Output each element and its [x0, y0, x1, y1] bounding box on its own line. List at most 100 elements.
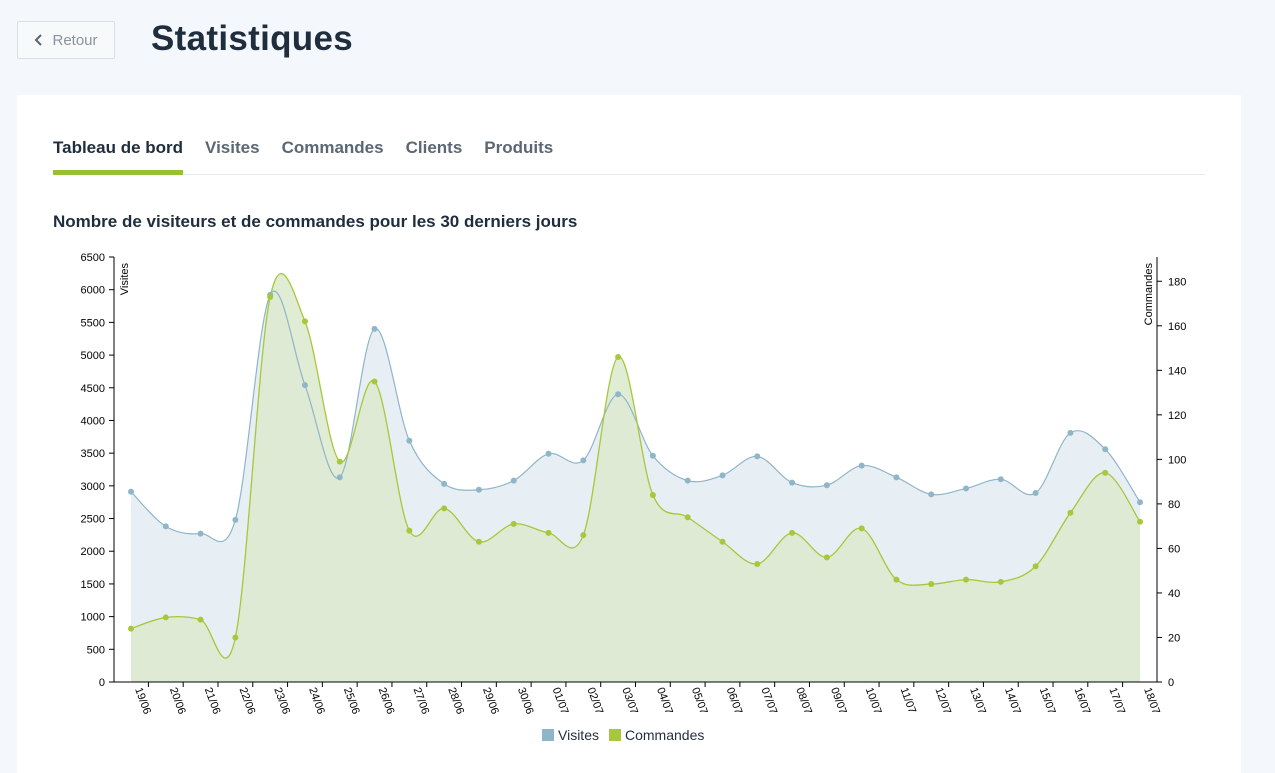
- left-tick-label: 3500: [81, 448, 105, 460]
- visits-point: [615, 391, 622, 398]
- orders-point: [475, 538, 482, 545]
- legend-label-visits: Visites: [558, 727, 599, 743]
- orders-point: [1032, 563, 1039, 570]
- visits-point: [1102, 446, 1109, 453]
- right-tick-label: 120: [1168, 410, 1186, 422]
- right-tick-label: 60: [1168, 543, 1180, 555]
- left-tick-label: 2000: [81, 546, 105, 558]
- orders-line: [130, 273, 1141, 659]
- visits-point: [963, 485, 970, 492]
- orders-point: [128, 625, 134, 632]
- visits-point: [789, 479, 796, 486]
- visits-point: [823, 482, 830, 489]
- right-axis-title: Commandes: [1143, 263, 1155, 326]
- chart-title: Nombre de visiteurs et de commandes pour…: [53, 212, 578, 231]
- visits-point: [510, 477, 517, 484]
- visits-line: [130, 290, 1141, 543]
- right-tick-label: 180: [1168, 276, 1186, 288]
- visits-point: [232, 516, 239, 523]
- legend-label-orders: Commandes: [624, 727, 705, 743]
- tab-customers[interactable]: Clients: [405, 138, 463, 157]
- right-tick-label: 40: [1168, 588, 1180, 600]
- back-button[interactable]: Retour: [17, 21, 115, 59]
- orders-point: [336, 458, 343, 465]
- visits-point: [649, 452, 656, 459]
- x-tick-label: 04/07: [654, 686, 675, 716]
- visits-point: [580, 457, 587, 464]
- orders-point: [893, 576, 900, 583]
- x-tick-label: 17/07: [1106, 686, 1127, 716]
- orders-point: [719, 538, 726, 545]
- visits-point: [928, 491, 935, 498]
- visits-point: [197, 530, 204, 537]
- x-tick-label: 08/07: [793, 686, 814, 716]
- visits-point: [128, 488, 134, 495]
- left-axis-title: Visites: [119, 263, 131, 296]
- orders-point: [406, 527, 413, 534]
- x-tick-label: 14/07: [1002, 686, 1023, 716]
- orders-point: [197, 616, 204, 623]
- orders-point: [858, 525, 865, 532]
- visits-point: [684, 477, 691, 484]
- orders-point: [789, 529, 796, 536]
- chart-legend: Visites Commandes: [542, 727, 704, 743]
- visits-orders-chart: 0500100015002000250030003500400045005000…: [81, 252, 1187, 716]
- left-tick-label: 5000: [81, 350, 105, 362]
- tab-orders[interactable]: Commandes: [281, 138, 384, 157]
- orders-point: [162, 614, 169, 621]
- chevron-left-icon: [35, 34, 43, 46]
- visits-point: [858, 462, 865, 469]
- x-tick-label: 21/06: [202, 686, 223, 716]
- left-tick-label: 6500: [81, 252, 105, 264]
- tab-products[interactable]: Produits: [484, 138, 554, 157]
- x-tick-label: 06/07: [724, 686, 745, 716]
- x-tick-label: 09/07: [828, 686, 849, 716]
- orders-point: [754, 561, 761, 568]
- x-tick-label: 10/07: [863, 686, 884, 716]
- orders-point: [1102, 469, 1109, 476]
- left-tick-label: 1500: [81, 579, 105, 591]
- visits-point: [754, 453, 761, 460]
- orders-point: [580, 532, 587, 539]
- visits-point: [406, 437, 413, 444]
- orders-point: [684, 514, 691, 521]
- right-tick-label: 20: [1168, 632, 1180, 644]
- visits-point: [545, 450, 552, 457]
- x-tick-label: 15/07: [1037, 686, 1058, 716]
- orders-point: [441, 505, 448, 512]
- left-tick-label: 5500: [81, 317, 105, 329]
- legend-item-visits[interactable]: Visites: [542, 727, 599, 743]
- left-tick-label: 4000: [81, 415, 105, 427]
- stats-card: Tableau de bord Visites Commandes Client…: [17, 95, 1241, 773]
- orders-point: [963, 576, 970, 583]
- tab-visits[interactable]: Visites: [205, 138, 260, 157]
- orders-point: [510, 520, 517, 527]
- orders-point: [997, 578, 1004, 585]
- tab-dashboard[interactable]: Tableau de bord: [53, 135, 184, 175]
- tab-bar: Tableau de bord Visites Commandes Client…: [53, 135, 1205, 175]
- x-tick-label: 11/07: [898, 686, 918, 715]
- left-tick-label: 500: [87, 644, 105, 656]
- orders-point: [615, 353, 622, 360]
- x-tick-label: 03/07: [619, 686, 640, 716]
- x-tick-label: 12/07: [932, 686, 953, 716]
- x-tick-label: 25/06: [341, 686, 362, 716]
- visits-point: [997, 476, 1004, 483]
- visits-point: [162, 523, 169, 530]
- orders-point: [823, 554, 830, 561]
- orders-point: [649, 491, 656, 498]
- x-tick-label: 05/07: [689, 686, 710, 716]
- x-tick-label: 19/06: [132, 686, 153, 716]
- visits-point: [301, 382, 308, 389]
- orders-point: [545, 529, 552, 536]
- orders-point: [301, 318, 308, 325]
- orders-area: [131, 273, 1140, 682]
- visits-point: [1032, 490, 1039, 497]
- x-tick-label: 26/06: [376, 686, 397, 716]
- legend-item-orders[interactable]: Commandes: [608, 727, 705, 743]
- visits-point: [1067, 429, 1074, 436]
- x-tick-label: 18/07: [1141, 686, 1162, 716]
- right-tick-label: 100: [1168, 454, 1186, 466]
- visits-point: [1137, 499, 1143, 506]
- visits-point: [371, 325, 378, 332]
